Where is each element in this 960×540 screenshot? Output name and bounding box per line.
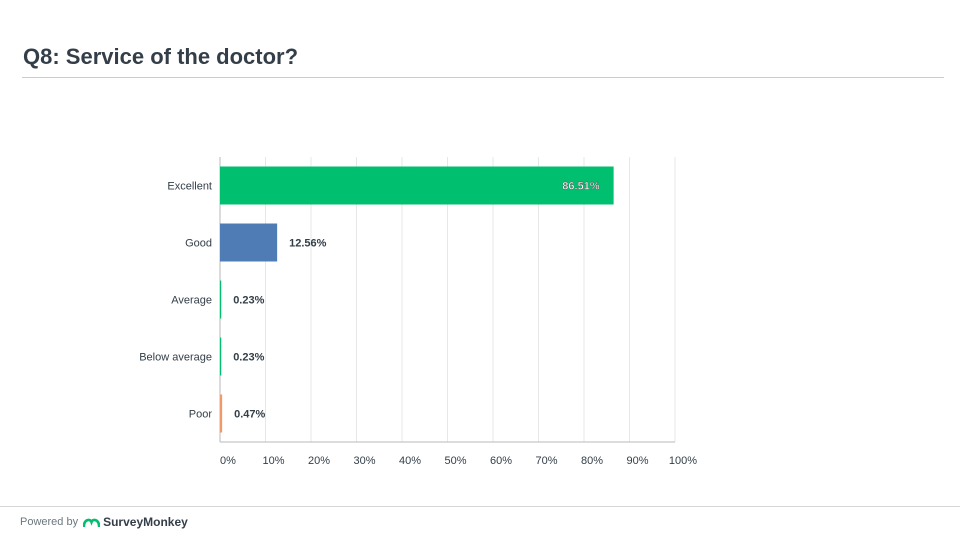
- data-label: 86.51%: [562, 181, 600, 193]
- bar-excellent: [220, 166, 614, 205]
- data-label: 12.56%: [289, 238, 327, 250]
- data-label: 0.23%: [233, 295, 264, 307]
- category-label: Excellent: [167, 181, 212, 193]
- bar-good: [220, 223, 278, 262]
- surveymonkey-brand[interactable]: SurveyMonkey: [103, 515, 188, 529]
- footer-divider: [0, 506, 960, 507]
- x-tick-label: 40%: [399, 455, 421, 467]
- bar-poor: [220, 394, 223, 433]
- surveymonkey-logo-icon[interactable]: [83, 517, 101, 527]
- bar-average: [220, 280, 222, 319]
- x-tick-label: 60%: [490, 455, 512, 467]
- data-label: 0.23%: [233, 352, 264, 364]
- x-tick-label: 20%: [308, 455, 330, 467]
- category-label: Average: [171, 295, 212, 307]
- page-title: Q8: Service of the doctor?: [23, 44, 299, 69]
- x-tick-label: 90%: [626, 455, 648, 467]
- bar-chart: 0% 10% 20% 30% 40% 50% 60% 70% 80% 90% 100% Excelle…: [139, 157, 697, 467]
- category-label: Good: [185, 238, 212, 250]
- bar-below-average: [220, 337, 222, 376]
- category-label: Below average: [139, 352, 212, 364]
- x-tick-label: 80%: [581, 455, 603, 467]
- footer: Powered by SurveyMonkey: [20, 514, 188, 530]
- x-tick-label: 30%: [353, 455, 375, 467]
- powered-by-text: Powered by: [20, 516, 79, 528]
- x-tick-label: 70%: [535, 455, 557, 467]
- title-divider: [22, 77, 944, 78]
- x-tick-label: 50%: [444, 455, 466, 467]
- x-tick-label: 0%: [220, 455, 236, 467]
- category-label: Poor: [189, 409, 213, 421]
- x-tick-label: 100%: [669, 455, 697, 467]
- data-label: 0.47%: [234, 409, 265, 421]
- x-tick-label: 10%: [262, 455, 284, 467]
